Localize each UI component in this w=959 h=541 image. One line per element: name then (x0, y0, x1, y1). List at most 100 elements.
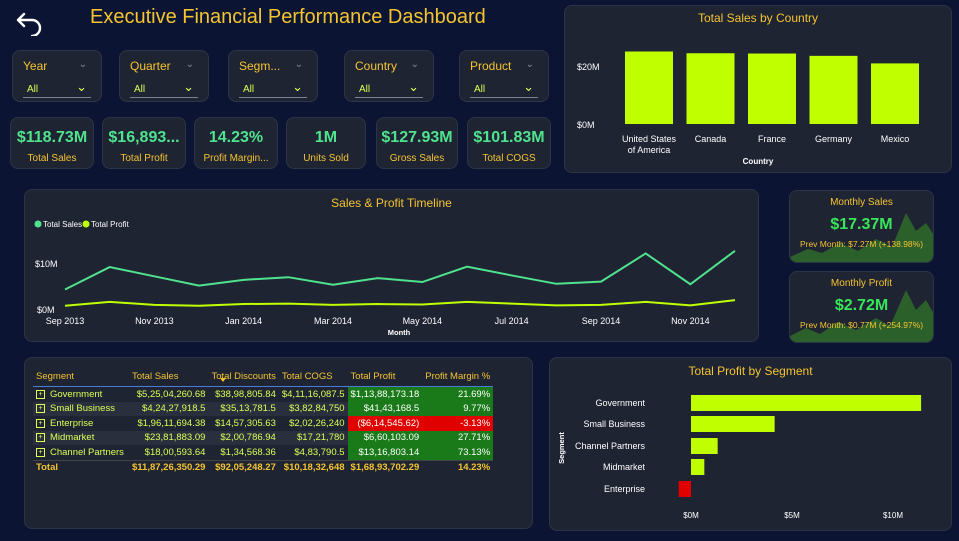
chart-title: Total Sales by Country (697, 11, 819, 25)
kpi-value: 14.23% (208, 129, 264, 146)
card-prev-month: Prev Month: $0.77M (+254.97%) (799, 320, 924, 330)
table-row[interactable]: + Government $5,25,04,260.68 $38,98,805.84… (33, 386, 494, 402)
chevron-down-icon[interactable]: ⌄ (525, 59, 534, 70)
sales-series-line (64, 249, 736, 291)
card-prev-month: Prev Month: $7.27M (+138.98%) (799, 239, 924, 249)
x-tick-label: Nov 2013 (135, 316, 174, 326)
bar-france[interactable] (748, 53, 796, 124)
category-label: Germany (815, 134, 853, 144)
chevron-down-icon[interactable]: ⌄ (523, 79, 534, 94)
bar-small-business[interactable] (691, 416, 775, 432)
column-header[interactable]: Total COGS (278, 366, 348, 387)
bar-mexico[interactable] (871, 63, 919, 124)
column-header[interactable]: Total Profit (347, 366, 423, 387)
kpi-total-profit: $16,893... Total Profit (102, 117, 186, 169)
slicer-label: Product (470, 59, 512, 73)
monthly-profit-sparkline (790, 290, 933, 342)
slicer-value: All (27, 84, 39, 95)
timeline-svg: Total Sales Total Profit $10M $0M Sep 20… (34, 220, 736, 337)
year-slicer[interactable]: Year ⌄ All ⌄ (12, 50, 102, 102)
profit-series-line (64, 299, 736, 307)
x-axis-label: Month (388, 328, 411, 337)
expand-icon[interactable]: + (36, 404, 45, 414)
expand-icon[interactable]: + (36, 433, 45, 443)
legend-marker-sales (34, 220, 42, 228)
category-label: of America (628, 145, 671, 155)
expand-icon[interactable]: + (36, 389, 45, 399)
category-label: France (758, 134, 786, 144)
page-title: Executive Financial Performance Dashboar… (90, 6, 486, 28)
y-tick-label: $0M (37, 305, 55, 315)
category-label: United States (622, 134, 677, 144)
table-row[interactable]: + Enterprise $1,96,11,694.38 $14,57,305.63… (33, 416, 494, 431)
column-header[interactable]: Segment (33, 366, 129, 387)
expand-icon[interactable]: + (36, 447, 45, 457)
kpi-units-sold: 1M Units Sold (286, 117, 366, 169)
column-header[interactable]: Profit Margin % (422, 366, 494, 387)
segment-table-card: Segment Total Sales Total Discounts Tota… (24, 357, 533, 529)
kpi-value: $101.83M (473, 129, 545, 146)
bar-enterprise[interactable] (678, 481, 691, 497)
segment-table: Segment Total Sales Total Discounts Tota… (33, 366, 494, 475)
expand-icon[interactable]: + (36, 418, 45, 428)
kpi-value: $127.93M (381, 129, 453, 146)
card-title: Monthly Profit (830, 278, 893, 289)
timeline-chart: Sales & Profit Timeline Total Sales Tota… (24, 189, 759, 342)
bar-midmarket[interactable] (691, 459, 705, 475)
y-tick-label: $20M (577, 62, 600, 72)
kpi-value: 1M (314, 129, 338, 146)
category-label: Mexico (881, 134, 910, 144)
monthly-sales-card: Monthly Sales $17.37M Prev Month: $7.27M… (789, 190, 934, 263)
chart-title: Total Profit by Segment (688, 364, 813, 378)
chevron-down-icon[interactable]: ⌄ (183, 79, 194, 94)
kpi-gross-sales: $127.93M Gross Sales (376, 117, 458, 169)
bar-canada[interactable] (686, 53, 735, 124)
x-tick-label: $10M (883, 511, 903, 520)
legend-marker-profit (82, 220, 90, 228)
kpi-label: Units Sold (303, 153, 349, 164)
quarter-slicer[interactable]: Quarter ⌄ All ⌄ (119, 50, 209, 102)
column-header[interactable]: Total Discounts (208, 366, 279, 387)
category-label: Government (595, 398, 645, 408)
chevron-down-icon[interactable]: ⌄ (78, 59, 87, 70)
card-value: $17.37M (830, 216, 893, 233)
table-header-row: Segment Total Sales Total Discounts Tota… (33, 366, 494, 387)
sort-indicator-icon[interactable] (220, 378, 226, 382)
segment-slicer[interactable]: Segm... ⌄ All ⌄ (228, 50, 318, 102)
bar-united-states-of-america[interactable] (625, 51, 673, 125)
slicer-label: Quarter (130, 59, 171, 73)
table-row[interactable]: + Midmarket $23,81,883.09 $2,00,786.94 $17,… (33, 430, 494, 445)
kpi-label: Gross Sales (389, 153, 445, 164)
column-header[interactable]: Total Sales (129, 366, 209, 387)
x-tick-label: Mar 2014 (314, 316, 352, 326)
kpi-label: Total Sales (27, 153, 77, 164)
bar-germany[interactable] (809, 55, 858, 124)
table-row[interactable]: + Small Business $4,24,27,918.5 $35,13,781… (33, 401, 494, 416)
back-arrow-icon[interactable] (14, 8, 44, 36)
chevron-down-icon[interactable]: ⌄ (408, 79, 419, 94)
chevron-down-icon[interactable]: ⌄ (76, 79, 87, 94)
country-slicer[interactable]: Country ⌄ All ⌄ (344, 50, 434, 102)
bar-channel-partners[interactable] (691, 438, 718, 454)
chevron-down-icon[interactable]: ⌄ (294, 59, 303, 70)
chevron-down-icon[interactable]: ⌄ (185, 59, 194, 70)
kpi-value: $16,893... (108, 129, 180, 146)
product-slicer[interactable]: Product ⌄ All ⌄ (459, 50, 549, 102)
kpi-label: Total COGS (482, 153, 536, 164)
legend-label-sales: Total Sales (43, 220, 82, 229)
category-label: Enterprise (604, 484, 645, 494)
slicer-value: All (359, 84, 371, 95)
chevron-down-icon[interactable]: ⌄ (410, 59, 419, 70)
x-tick-label: Sep 2013 (46, 316, 85, 326)
category-label: Small Business (583, 419, 645, 429)
category-label: Midmarket (603, 462, 646, 472)
x-tick-label: Nov 2014 (671, 316, 710, 326)
chevron-down-icon[interactable]: ⌄ (292, 79, 303, 94)
country-sales-chart: Total Sales by Country $20M $0M United S… (564, 5, 952, 173)
segment-chart-svg: Segment Government Small Business Channel … (557, 395, 922, 520)
table-row[interactable]: + Channel Partners $18,00,593.64 $1,34,568… (33, 445, 494, 460)
bar-government[interactable] (691, 395, 922, 411)
card-title: Monthly Sales (830, 197, 893, 208)
x-tick-label: $5M (784, 511, 800, 520)
